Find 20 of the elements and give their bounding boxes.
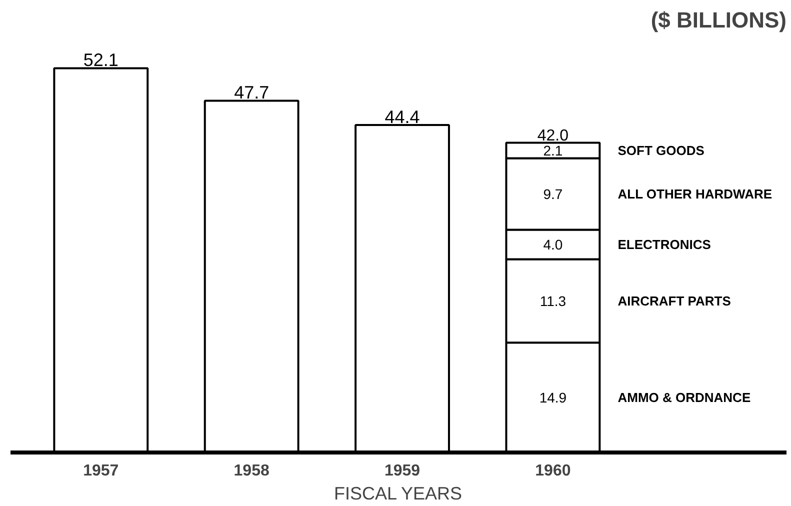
data-label: 47.7 [234,82,270,103]
x-tick-label: 1960 [535,462,571,480]
text: ($ BILLIONS) [650,8,787,32]
x-tick-label: 1959 [384,462,420,480]
data-label: 14.9 [539,390,567,406]
data-label: 52.1 [83,50,118,70]
series-label: AMMO & ORDNANCE [618,390,751,406]
data-label: 2.1 [543,142,563,158]
series-label: AIRCRAFT PARTS [618,293,732,308]
x-tick-label: 1957 [83,462,119,480]
x-tick-label: 1958 [234,462,270,480]
data-label: 11.3 [540,292,566,309]
data-label: 44.4 [384,107,420,128]
total-label: 42.0 [537,128,569,145]
data-label: 4.0 [543,236,563,253]
series-label: ELECTRONICS [618,237,712,252]
x-axis-title: FISCAL YEARS [334,484,462,504]
data-label: 9.7 [543,186,563,202]
series-label: SOFT GOODS [618,142,705,158]
series-label: ALL OTHER HARDWARE [618,186,772,202]
